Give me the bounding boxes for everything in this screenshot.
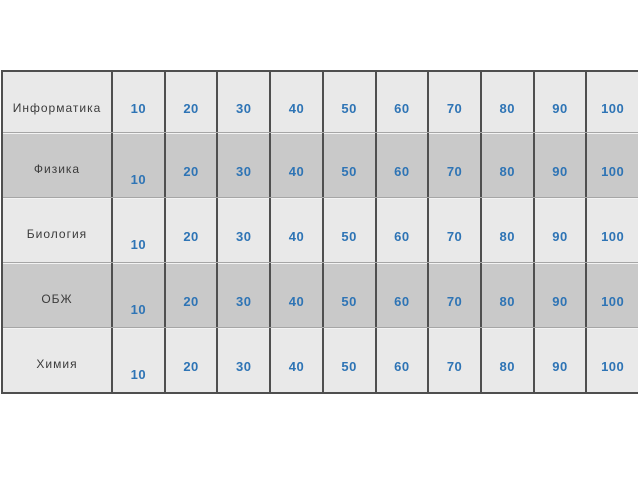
points-cell[interactable]: 40 — [271, 263, 324, 327]
points-cell[interactable]: 20 — [166, 263, 219, 327]
points-cell[interactable]: 80 — [482, 263, 535, 327]
board-row-khimiya: Химия 10 20 30 40 50 60 70 80 90 100 — [3, 327, 638, 392]
points-cell[interactable]: 80 — [482, 72, 535, 132]
points-cell[interactable]: 60 — [377, 72, 430, 132]
points-cell[interactable]: 10 — [113, 198, 166, 262]
category-cell-obzh: ОБЖ — [3, 263, 113, 327]
points-cell[interactable]: 20 — [166, 133, 219, 197]
board-row-fizika: Физика 10 20 30 40 50 60 70 80 90 100 — [3, 132, 638, 197]
category-cell-biologiya: Биология — [3, 198, 113, 262]
points-cell[interactable]: 20 — [166, 198, 219, 262]
points-cell[interactable]: 20 — [166, 328, 219, 392]
points-cell[interactable]: 100 — [601, 100, 625, 116]
points-cell[interactable]: 90 — [535, 328, 588, 392]
points-cell[interactable]: 90 — [535, 263, 588, 327]
points-cell[interactable]: 100 — [601, 293, 625, 309]
points-cell[interactable]: 100 — [601, 358, 625, 374]
points-cell[interactable]: 40 — [271, 72, 324, 132]
points-cell[interactable]: 10 — [113, 328, 166, 392]
board-row-biologiya: Биология 10 20 30 40 50 60 70 80 90 100 — [3, 197, 638, 262]
points-cell[interactable]: 80 — [482, 133, 535, 197]
points-cell[interactable]: 60 — [377, 328, 430, 392]
points-cell[interactable]: 30 — [218, 263, 272, 327]
points-cell[interactable]: 20 — [166, 72, 219, 132]
points-cell[interactable]: 10 — [113, 133, 166, 197]
points-cell[interactable]: 70 — [429, 263, 482, 327]
points-cell[interactable]: 50 — [324, 72, 377, 132]
points-cell[interactable]: 30 — [218, 133, 272, 197]
points-cell[interactable]: 10 — [113, 72, 166, 132]
game-board: Информатика 10 20 30 40 50 60 70 80 90 1… — [1, 70, 638, 394]
points-cell[interactable]: 40 — [271, 198, 324, 262]
points-cell[interactable]: 30 — [218, 198, 272, 262]
points-cell[interactable]: 60 — [377, 198, 430, 262]
points-cell[interactable]: 50 — [324, 198, 377, 262]
category-cell-khimiya: Химия — [3, 328, 113, 392]
points-cell[interactable]: 100 — [601, 228, 625, 244]
points-cell[interactable]: 40 — [271, 328, 324, 392]
points-cell[interactable]: 60 — [377, 263, 430, 327]
points-cell[interactable]: 50 — [324, 133, 377, 197]
category-cell-fizika: Физика — [3, 133, 113, 197]
points-cell[interactable]: 40 — [271, 133, 324, 197]
category-cell-informatika: Информатика — [3, 72, 113, 132]
points-cell[interactable]: 90 — [535, 198, 588, 262]
points-cell[interactable]: 50 — [324, 328, 377, 392]
board-row-informatika: Информатика 10 20 30 40 50 60 70 80 90 1… — [3, 72, 638, 132]
points-cell[interactable]: 70 — [429, 328, 482, 392]
points-cell[interactable]: 70 — [429, 133, 482, 197]
points-cell[interactable]: 70 — [429, 198, 482, 262]
points-cell[interactable]: 30 — [218, 328, 272, 392]
points-cell[interactable]: 80 — [482, 328, 535, 392]
points-cell[interactable]: 10 — [113, 263, 166, 327]
points-cell[interactable]: 30 — [218, 72, 272, 132]
board-row-obzh: ОБЖ 10 20 30 40 50 60 70 80 90 100 — [3, 262, 638, 327]
points-cell[interactable]: 90 — [535, 133, 588, 197]
points-cell[interactable]: 60 — [377, 133, 430, 197]
points-cell[interactable]: 90 — [535, 72, 588, 132]
points-cell[interactable]: 100 — [601, 163, 625, 179]
points-cell[interactable]: 70 — [429, 72, 482, 132]
points-cell[interactable]: 50 — [324, 263, 377, 327]
points-cell[interactable]: 80 — [482, 198, 535, 262]
